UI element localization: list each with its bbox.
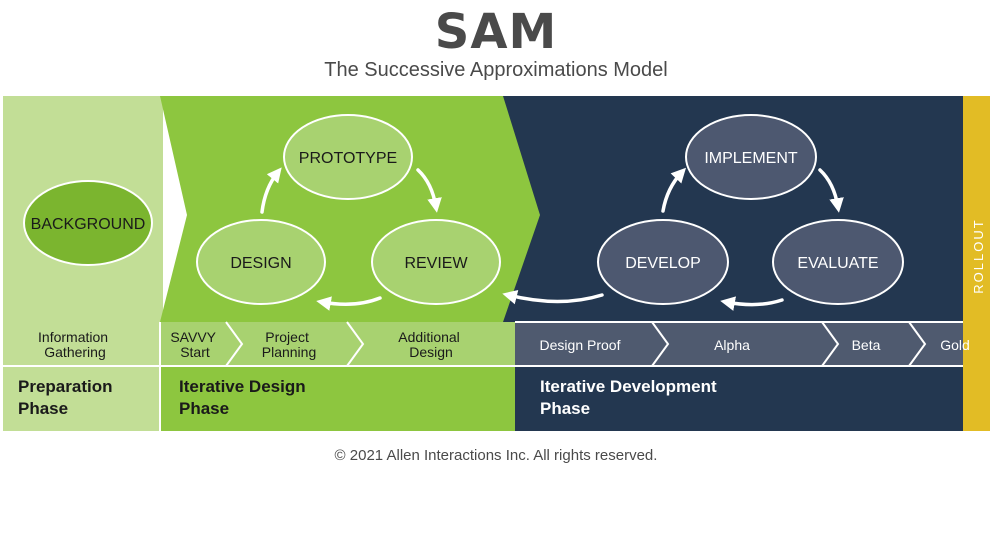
phase-iterative-design-line1: Iterative Design: [179, 377, 306, 396]
phase-preparation-line2: Phase: [18, 399, 68, 418]
page-subtitle: The Successive Approximations Model: [324, 59, 668, 81]
phase-row: [3, 365, 963, 431]
node-develop: DEVELOP: [597, 219, 729, 305]
phase-preparation-line1: Preparation: [18, 377, 112, 396]
phase-iterative-design: Iterative Design Phase: [179, 377, 310, 418]
step-project-planning-line1: Project: [265, 329, 309, 345]
step-design-proof: Design Proof: [540, 337, 621, 353]
cycle-arrows: [260, 167, 844, 311]
arrow-review-to-design: [316, 296, 382, 311]
step-gold: Gold: [940, 337, 970, 353]
node-review: REVIEW: [371, 219, 501, 305]
copyright-footer: © 2021 Allen Interactions Inc. All right…: [334, 447, 658, 464]
step-additional-design-line1: Additional: [398, 329, 460, 345]
step-information-gathering-line1: Information: [38, 329, 108, 345]
node-evaluate-label: EVALUATE: [797, 255, 878, 272]
node-develop-label: DEVELOP: [625, 255, 701, 272]
node-evaluate: EVALUATE: [772, 219, 904, 305]
arrow-implement-to-evaluate: [818, 168, 844, 213]
node-review-label: REVIEW: [404, 255, 468, 272]
phase-iterative-design-line2: Phase: [179, 399, 229, 418]
step-savvy-start-line2: Start: [180, 344, 210, 360]
node-design: DESIGN: [196, 219, 326, 305]
step-alpha: Alpha: [714, 337, 750, 353]
step-additional-design-line2: Design: [409, 344, 453, 360]
arrow-develop-to-design-phase: [502, 290, 604, 305]
phase-iterative-development-line1: Iterative Development: [540, 377, 717, 396]
step-additional-design: Additional Design: [398, 329, 463, 360]
arrow-prototype-to-review: [416, 168, 442, 213]
node-prototype-label: PROTOTYPE: [299, 150, 397, 167]
rollout-label: ROLLOUT: [971, 218, 986, 293]
step-project-planning-line2: Planning: [262, 344, 317, 360]
step-row: [3, 321, 963, 367]
phase-iterative-development: Iterative Development Phase: [540, 377, 721, 418]
step-beta: Beta: [852, 337, 881, 353]
node-implement: IMPLEMENT: [685, 114, 817, 200]
step-information-gathering-line2: Gathering: [44, 344, 105, 360]
rollout-band: [963, 96, 990, 431]
step-information-gathering: Information Gathering: [38, 329, 112, 360]
page-title: SAM: [434, 4, 558, 60]
node-background-label: BACKGROUND: [31, 216, 146, 233]
node-design-label: DESIGN: [230, 255, 291, 272]
arrow-evaluate-to-develop: [720, 296, 784, 311]
node-background: BACKGROUND: [23, 180, 153, 266]
step-labels: Information Gathering SAVVY Start Projec…: [38, 329, 970, 360]
step-savvy-start: SAVVY Start: [170, 329, 219, 360]
arrow-design-to-prototype: [260, 167, 282, 214]
arrow-develop-to-implement: [661, 167, 687, 213]
step-project-planning: Project Planning: [262, 329, 317, 360]
node-implement-label: IMPLEMENT: [704, 150, 798, 167]
phase-preparation: Preparation Phase: [18, 377, 117, 418]
node-prototype: PROTOTYPE: [283, 114, 413, 200]
phase-labels: Preparation Phase Iterative Design Phase…: [18, 377, 721, 418]
phase-iterative-development-line2: Phase: [540, 399, 590, 418]
step-savvy-start-line1: SAVVY: [170, 329, 216, 345]
sam-diagram: BACKGROUND PROTOTYPE DESIGN REVIEW IMPLE…: [3, 96, 990, 431]
